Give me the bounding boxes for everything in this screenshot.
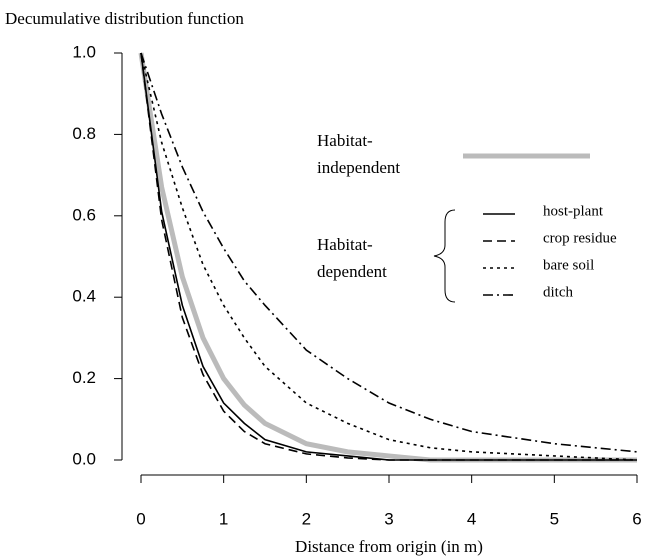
x-tick-label: 0 xyxy=(136,509,145,528)
brace xyxy=(433,209,456,303)
y-tick-label: 1.0 xyxy=(72,42,96,61)
legend-label: bare soil xyxy=(543,257,594,273)
y-tick-label: 0.0 xyxy=(72,449,96,468)
x-tick-label: 1 xyxy=(219,509,228,528)
x-tick-label: 3 xyxy=(384,509,393,528)
chart-title: Decumulative distribution function xyxy=(5,9,244,28)
series-line xyxy=(140,52,638,461)
annotation: independent xyxy=(317,158,400,177)
legend-label: crop residue xyxy=(543,230,617,246)
y-tick-label: 0.2 xyxy=(72,368,96,387)
series-line xyxy=(140,52,638,453)
y-tick-label: 0.4 xyxy=(72,287,96,306)
legend-label: ditch xyxy=(543,284,573,300)
x-tick-label: 2 xyxy=(302,509,311,528)
series-line xyxy=(140,52,637,461)
y-tick-label: 0.8 xyxy=(72,124,96,143)
y-tick-label: 0.6 xyxy=(72,205,96,224)
annotation: Habitat- xyxy=(317,235,373,254)
annotation: dependent xyxy=(317,262,387,281)
x-axis-label: Distance from origin (in m) xyxy=(295,537,483,556)
annotation: Habitat- xyxy=(317,131,373,150)
x-tick-label: 4 xyxy=(467,509,476,528)
x-tick-label: 6 xyxy=(632,509,641,528)
legend-label: host-plant xyxy=(543,203,604,219)
x-tick-label: 5 xyxy=(550,509,559,528)
